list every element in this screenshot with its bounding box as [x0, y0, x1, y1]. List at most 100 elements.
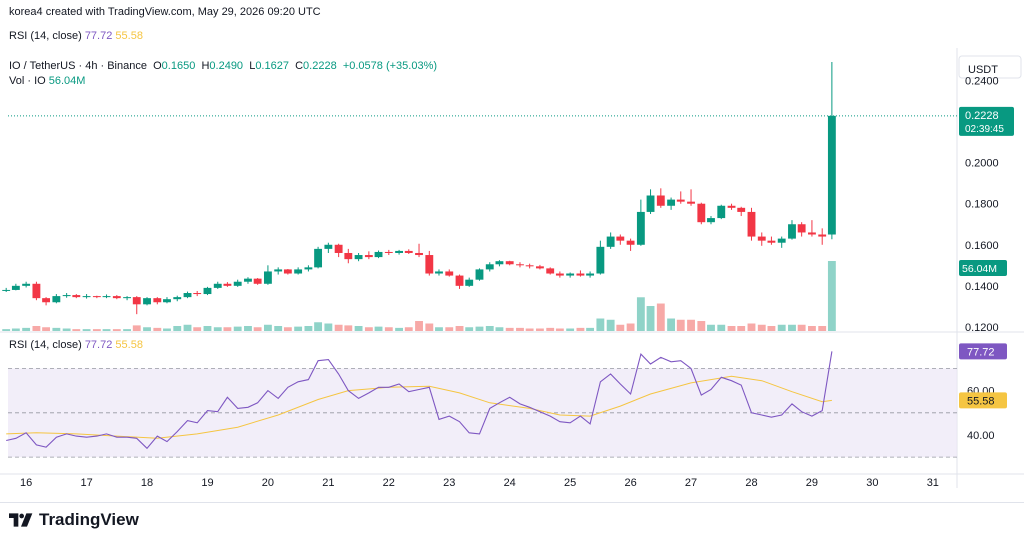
candle-body[interactable] — [586, 273, 595, 276]
candle-body[interactable] — [606, 236, 615, 247]
candle-body[interactable] — [22, 283, 31, 286]
candle-body[interactable] — [435, 271, 443, 274]
candle-body[interactable] — [616, 236, 625, 241]
candle-body[interactable] — [334, 244, 343, 253]
candle-body[interactable] — [777, 238, 786, 243]
candle-body[interactable] — [788, 224, 796, 239]
candle-body[interactable] — [233, 281, 242, 286]
candle-body[interactable] — [173, 297, 182, 300]
symbol-title[interactable]: IO / TetherUS · 4h · Binance — [9, 60, 147, 72]
candle-body[interactable] — [667, 199, 676, 206]
last-price-label: 0.2228 — [965, 110, 999, 122]
rsi-pane-legend: RSI (14, close) 77.72 55.58 — [9, 339, 143, 351]
tradingview-logo[interactable]: TradingView — [9, 510, 139, 530]
candle-body[interactable] — [516, 264, 524, 266]
candle-body[interactable] — [132, 297, 141, 305]
candle-body[interactable] — [596, 246, 605, 274]
time-tick-label: 27 — [685, 477, 697, 489]
candle-body[interactable] — [495, 261, 504, 265]
candle-body[interactable] — [193, 293, 202, 295]
candle-body[interactable] — [52, 296, 61, 303]
candle-body[interactable] — [546, 268, 555, 274]
candle-body[interactable] — [656, 195, 665, 206]
candle-body[interactable] — [11, 285, 20, 290]
candle-body[interactable] — [223, 283, 232, 286]
candle-body[interactable] — [576, 273, 585, 276]
candle-body[interactable] — [283, 269, 292, 274]
candle-body[interactable] — [203, 287, 212, 295]
currency-box[interactable] — [958, 55, 1022, 79]
candle-body[interactable] — [465, 279, 474, 286]
candle-body[interactable] — [62, 295, 71, 297]
candle-body[interactable] — [808, 232, 816, 235]
candle-body[interactable] — [32, 283, 41, 299]
candle-body[interactable] — [455, 275, 464, 286]
candle-body[interactable] — [123, 297, 132, 299]
candle-body[interactable] — [294, 269, 303, 274]
volume-bar — [475, 326, 484, 331]
candle-body[interactable] — [626, 240, 635, 245]
candle-body[interactable] — [92, 296, 101, 298]
candle-body[interactable] — [404, 250, 413, 253]
candle-body[interactable] — [143, 298, 151, 305]
candle-body[interactable] — [747, 211, 756, 237]
candle-body[interactable] — [485, 264, 494, 270]
candle-body[interactable] — [707, 218, 715, 223]
candle-body[interactable] — [314, 248, 323, 268]
candle-body[interactable] — [727, 205, 736, 208]
volume-bar — [727, 326, 736, 331]
candle-body[interactable] — [112, 296, 121, 299]
candle-body[interactable] — [163, 299, 171, 303]
volume-bar — [687, 319, 695, 331]
candle-body[interactable] — [213, 283, 222, 288]
rsi-pane-value: 77.72 — [84, 339, 113, 351]
candle-body[interactable] — [646, 195, 655, 212]
volume-bar — [425, 323, 434, 331]
candle-body[interactable] — [324, 244, 333, 249]
time-tick-label: 21 — [322, 477, 334, 489]
candle-body[interactable] — [253, 278, 262, 284]
candle-body[interactable] — [354, 255, 363, 260]
candle-body[interactable] — [274, 269, 283, 272]
candle-body[interactable] — [687, 201, 695, 204]
candle-body[interactable] — [102, 296, 111, 298]
candle-body[interactable] — [445, 271, 454, 276]
candle-body[interactable] — [697, 203, 706, 223]
candle-body[interactable] — [344, 252, 353, 260]
candle-body[interactable] — [797, 224, 806, 233]
candle-body[interactable] — [535, 266, 544, 269]
candle-body[interactable] — [384, 251, 393, 253]
candle-body[interactable] — [244, 278, 252, 282]
candle-body[interactable] — [82, 296, 91, 298]
candle-body[interactable] — [425, 255, 434, 274]
candle-body[interactable] — [304, 267, 313, 270]
candle-body[interactable] — [636, 211, 645, 245]
candle-body[interactable] — [395, 250, 404, 253]
rsi-ma-badge-label: 55.58 — [967, 395, 995, 407]
candle-body[interactable] — [676, 199, 685, 202]
candle-body[interactable] — [475, 269, 484, 280]
candle-body[interactable] — [717, 205, 726, 219]
candle-body[interactable] — [183, 293, 192, 298]
tradingview-logo-icon — [9, 513, 33, 527]
candle-body[interactable] — [364, 255, 373, 258]
candle-body[interactable] — [737, 207, 746, 212]
rsi-ma-line — [6, 375, 832, 439]
candle-body[interactable] — [42, 298, 51, 303]
candle-body[interactable] — [827, 115, 836, 235]
candle-body[interactable] — [566, 273, 575, 276]
volume-bar — [274, 326, 283, 331]
candle-body[interactable] — [767, 240, 776, 243]
candle-body[interactable] — [2, 289, 11, 291]
candle-body[interactable] — [72, 295, 81, 298]
candle-body[interactable] — [505, 261, 514, 265]
candle-body[interactable] — [757, 236, 766, 241]
candle-body[interactable] — [818, 234, 827, 237]
candle-body[interactable] — [555, 273, 564, 276]
candle-body[interactable] — [525, 265, 534, 267]
candle-body[interactable] — [263, 271, 272, 284]
candle-body[interactable] — [415, 252, 423, 256]
candle-body[interactable] — [153, 298, 162, 303]
candle-body[interactable] — [374, 251, 383, 258]
